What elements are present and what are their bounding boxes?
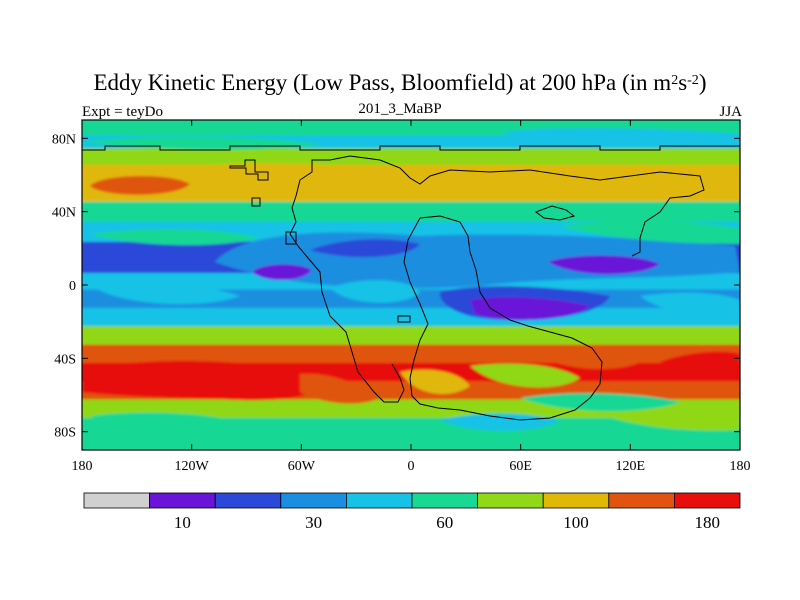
- field-anomaly: [520, 393, 680, 412]
- colorbar-swatch: [345, 492, 413, 509]
- field-band: [82, 183, 740, 204]
- field-anomaly: [470, 363, 580, 388]
- coastline-segment: [251, 197, 261, 207]
- x-tick-label: 0: [408, 459, 415, 474]
- coastline-segment: [534, 205, 576, 221]
- y-tick-label: 80S: [54, 426, 76, 441]
- colorbar-tick-label: 30: [305, 513, 322, 532]
- field-anomaly: [160, 163, 400, 183]
- colorbar-swatch: [608, 492, 675, 509]
- colorbar-swatch: [542, 492, 610, 509]
- field-anomaly: [440, 413, 560, 431]
- colorbar-swatch: [674, 492, 741, 509]
- y-tick-label: 40S: [54, 352, 76, 367]
- field-anomaly: [82, 136, 320, 150]
- field-band: [82, 148, 740, 167]
- x-tick-label: 120E: [616, 459, 646, 474]
- field-anomaly: [560, 220, 740, 244]
- colorbar-swatch: [280, 492, 347, 509]
- field-anomaly: [90, 175, 190, 195]
- coastline-segment: [403, 215, 603, 421]
- colorbar-swatch: [83, 492, 150, 509]
- coastline-segment: [285, 231, 297, 245]
- colorbar-swatch: [214, 492, 282, 509]
- field-anomaly: [90, 412, 230, 428]
- field-anomaly: [310, 239, 420, 258]
- field-anomaly: [330, 280, 420, 303]
- field-anomaly: [548, 255, 660, 275]
- field-anomaly: [500, 128, 740, 149]
- field-anomaly: [82, 360, 322, 401]
- eke-field: [82, 120, 740, 450]
- x-tick-label: 60W: [288, 459, 316, 474]
- y-axis: 80N 40N 0 40S 80S: [52, 132, 740, 441]
- field-anomaly: [90, 229, 260, 246]
- colorbar-tick-label: 180: [694, 513, 720, 532]
- field-anomaly: [400, 369, 470, 395]
- field-band: [82, 307, 740, 329]
- field-anomaly: [540, 350, 640, 369]
- season-label: JJA: [719, 104, 742, 120]
- field-anomaly: [95, 283, 240, 305]
- field-anomaly: [300, 373, 380, 404]
- field-band: [82, 201, 740, 224]
- y-tick-label: 0: [69, 279, 76, 294]
- title-exponent-s: -2: [687, 73, 699, 88]
- field-anomaly: [252, 264, 312, 281]
- experiment-label: Expt = teyDo: [82, 104, 163, 120]
- field-anomaly: [660, 351, 740, 379]
- y-tick-label: 80N: [52, 132, 76, 147]
- coastline-segment: [397, 315, 411, 323]
- x-tick-label: 180: [72, 459, 93, 474]
- title-units-s: s: [678, 70, 688, 95]
- x-tick-label: 60E: [509, 459, 532, 474]
- field-anomaly: [600, 410, 740, 431]
- colorbar-tick-label: 10: [174, 513, 191, 532]
- continent-outline: [82, 145, 740, 421]
- field-band: [82, 417, 740, 440]
- title-close-paren: ): [698, 70, 707, 95]
- colorbar: 10 30 60 100 180: [83, 492, 741, 532]
- title-exponent-m: 2: [671, 73, 679, 88]
- colorbar-swatch: [149, 492, 216, 509]
- chart-title: Eddy Kinetic Energy (Low Pass, Bloomfiel…: [0, 70, 800, 96]
- field-anomaly: [640, 292, 740, 318]
- coastline-segment: [295, 155, 705, 257]
- case-label: 201_3_MaBP: [358, 101, 442, 117]
- y-tick-label: 40N: [52, 206, 76, 221]
- x-tick-label: 180: [730, 459, 751, 474]
- title-main: Eddy Kinetic Energy (Low Pass, Bloomfiel…: [93, 70, 672, 95]
- coastline-segment: [229, 159, 269, 181]
- colorbar-tick-label: 60: [436, 513, 453, 532]
- colorbar-swatch: [411, 492, 478, 509]
- colorbar-swatch: [477, 492, 544, 509]
- coastline-segment: [82, 145, 740, 151]
- x-tick-label: 120W: [175, 459, 210, 474]
- colorbar-tick-label: 100: [563, 513, 589, 532]
- field-band: [82, 326, 740, 347]
- x-axis: 180 120W 60W 0 60E 120E 180: [72, 120, 751, 474]
